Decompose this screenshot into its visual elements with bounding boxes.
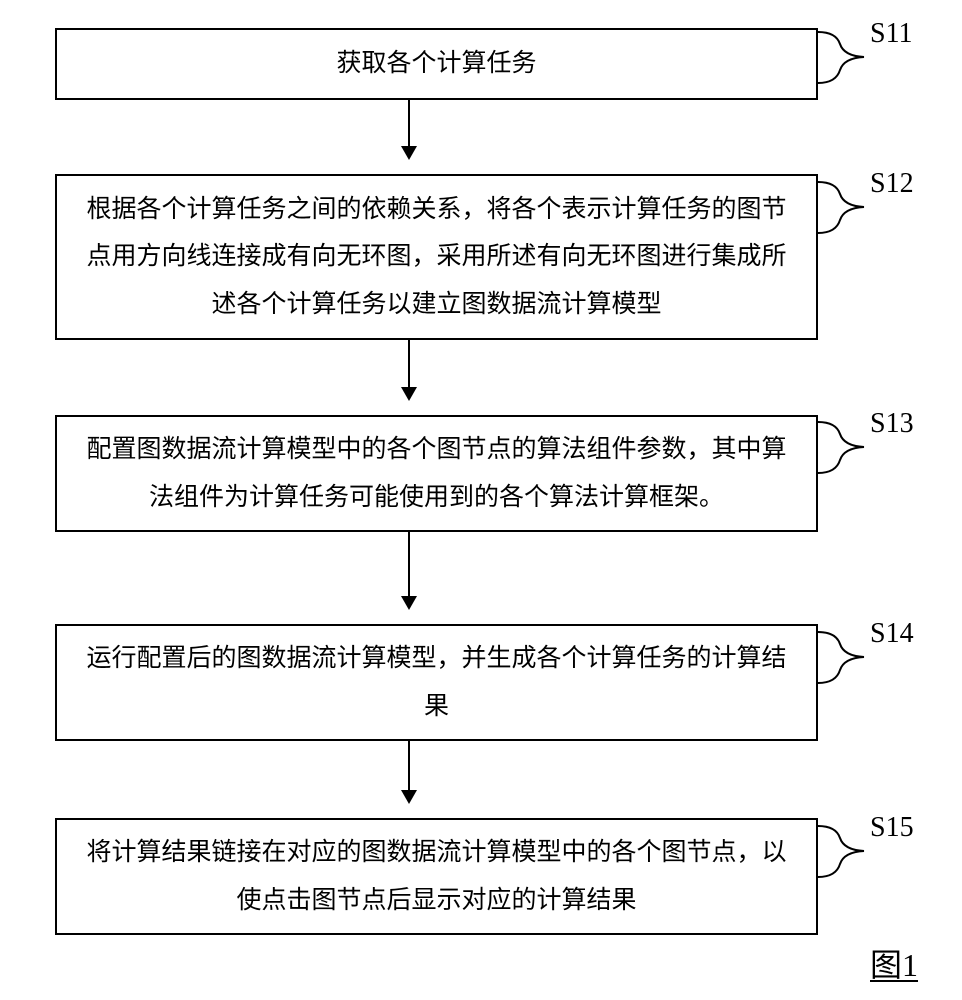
step-label-s14: S14 [870, 618, 914, 650]
flowchart-node-s13: 配置图数据流计算模型中的各个图节点的算法组件参数，其中算法组件为计算任务可能使用… [55, 415, 818, 532]
flowchart-canvas: 获取各个计算任务 S11 根据各个计算任务之间的依赖关系，将各个表示计算任务的图… [0, 0, 962, 1000]
node-text: 运行配置后的图数据流计算模型，并生成各个计算任务的计算结果 [77, 635, 796, 730]
brace-connector [818, 30, 868, 85]
step-label-s11: S11 [870, 18, 913, 50]
flow-arrow [0, 741, 818, 804]
brace-connector [818, 180, 868, 235]
figure-number: 图1 [870, 940, 918, 986]
flow-arrow [0, 532, 818, 610]
flowchart-node-s12: 根据各个计算任务之间的依赖关系，将各个表示计算任务的图节点用方向线连接成有向无环… [55, 174, 818, 340]
node-text: 配置图数据流计算模型中的各个图节点的算法组件参数，其中算法组件为计算任务可能使用… [77, 426, 796, 521]
flowchart-node-s11: 获取各个计算任务 [55, 28, 818, 100]
brace-connector [818, 420, 868, 475]
flow-arrow [0, 340, 818, 401]
step-label-s12: S12 [870, 168, 914, 200]
node-text: 获取各个计算任务 [336, 40, 536, 88]
node-text: 将计算结果链接在对应的图数据流计算模型中的各个图节点，以使点击图节点后显示对应的… [77, 829, 796, 924]
flowchart-node-s14: 运行配置后的图数据流计算模型，并生成各个计算任务的计算结果 [55, 624, 818, 741]
step-label-s15: S15 [870, 812, 914, 844]
brace-connector [818, 824, 868, 879]
node-text: 根据各个计算任务之间的依赖关系，将各个表示计算任务的图节点用方向线连接成有向无环… [77, 186, 796, 329]
flowchart-node-s15: 将计算结果链接在对应的图数据流计算模型中的各个图节点，以使点击图节点后显示对应的… [55, 818, 818, 935]
flow-arrow [0, 100, 818, 160]
brace-connector [818, 630, 868, 685]
step-label-s13: S13 [870, 408, 914, 440]
